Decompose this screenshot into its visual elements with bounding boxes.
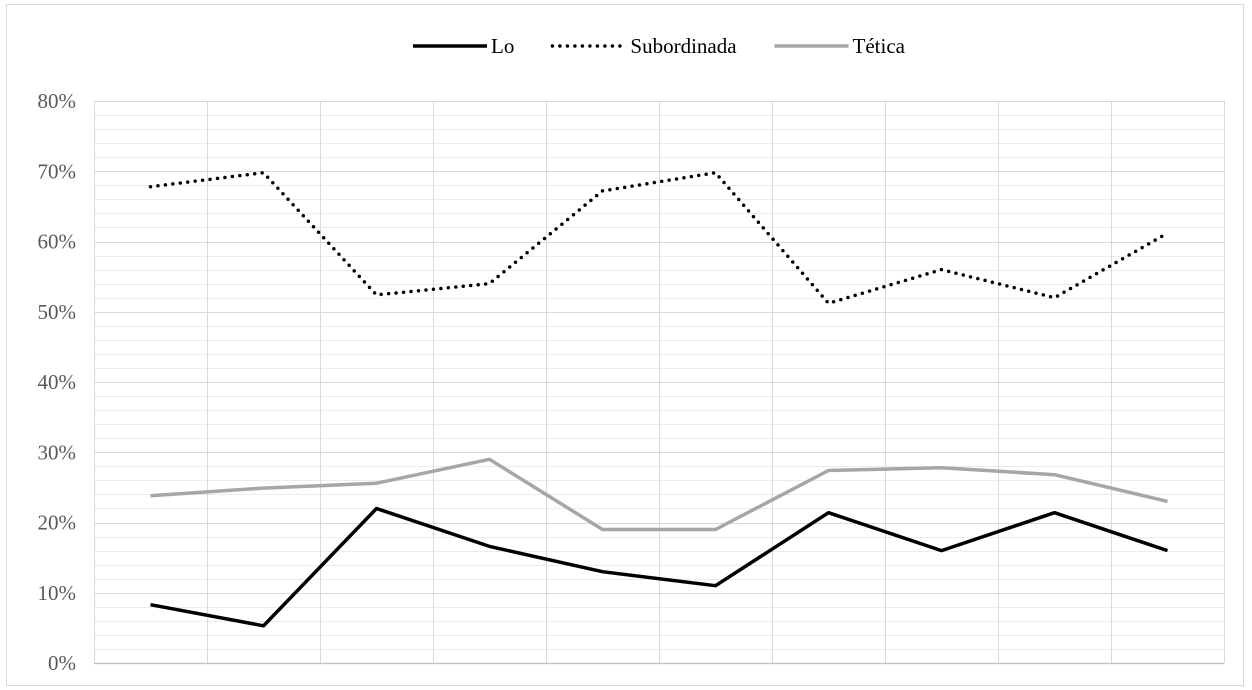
series-lines bbox=[148, 170, 1170, 628]
series-subordinada bbox=[148, 170, 1170, 306]
series-line bbox=[150, 457, 1168, 532]
y-tick-label: 30% bbox=[38, 440, 77, 464]
legend-item-lo: Lo bbox=[413, 34, 514, 58]
y-tick-label: 10% bbox=[38, 581, 77, 605]
series-t-tica bbox=[150, 457, 1168, 532]
legend: Lo Subordinada Tética bbox=[413, 34, 906, 58]
y-axis-tick-labels: 0% 10% 20% 30% 40% 50% 60% 70% 80% bbox=[38, 89, 77, 675]
series-lo bbox=[150, 506, 1169, 628]
series-line bbox=[150, 506, 1169, 628]
y-tick-label: 70% bbox=[38, 159, 77, 183]
legend-label: Tética bbox=[853, 34, 906, 58]
legend-item-subordinada: Subordinada bbox=[550, 34, 737, 58]
y-tick-label: 0% bbox=[48, 651, 76, 675]
chart-frame bbox=[6, 4, 1244, 686]
y-tick-label: 40% bbox=[38, 370, 77, 394]
y-tick-label: 60% bbox=[38, 230, 77, 254]
major-gridlines bbox=[94, 101, 1225, 665]
y-tick-label: 50% bbox=[38, 300, 77, 324]
legend-item-t-tica: Tética bbox=[774, 34, 906, 58]
y-tick-label: 20% bbox=[38, 511, 77, 535]
legend-label: Subordinada bbox=[630, 34, 737, 58]
legend-label: Lo bbox=[491, 34, 514, 58]
series-line bbox=[148, 170, 1170, 306]
y-tick-label: 80% bbox=[38, 89, 77, 113]
